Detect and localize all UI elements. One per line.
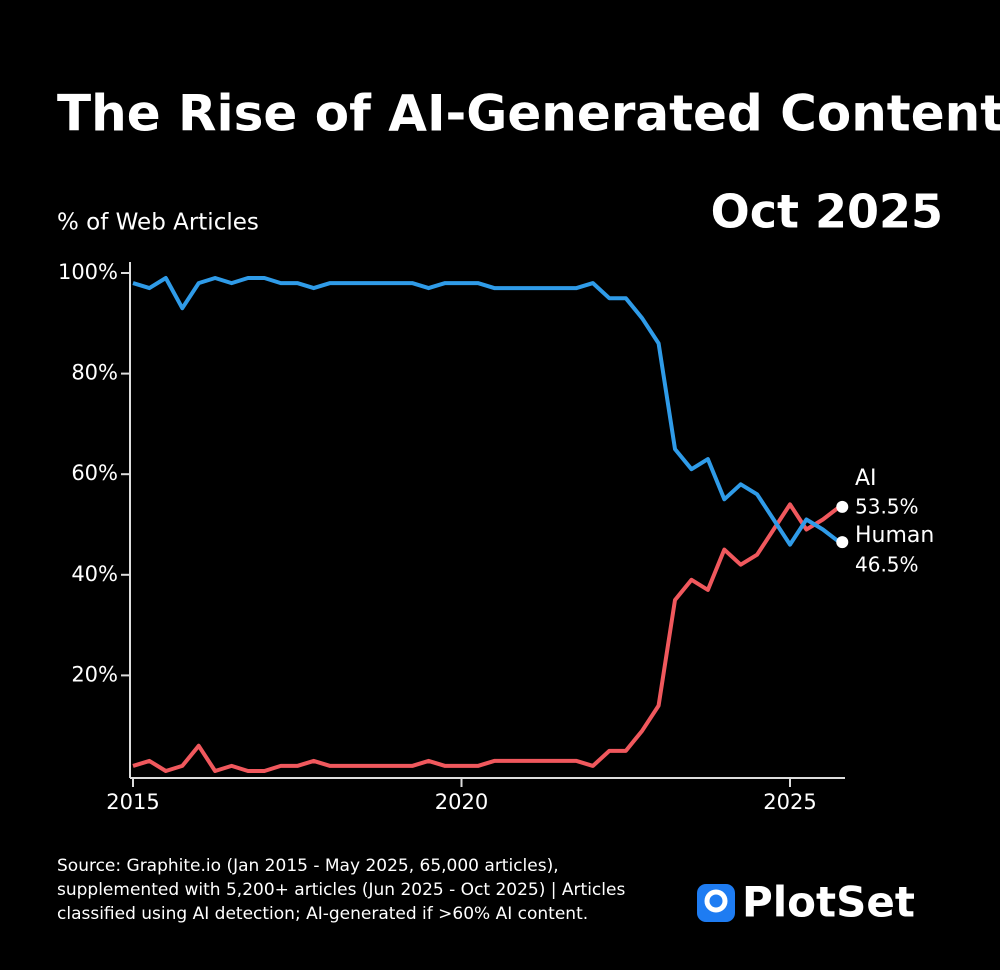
y-tick-label: 100% — [58, 260, 118, 284]
y-tick-label: 60% — [71, 461, 118, 485]
end-point — [836, 500, 849, 513]
series-label: Human — [855, 523, 934, 548]
x-tick-label: 2025 — [763, 790, 816, 814]
chart-title: The Rise of AI-Generated Content — [57, 85, 1000, 143]
value-label: 53.5% — [855, 494, 919, 518]
end-point — [836, 536, 849, 549]
source-note: Source: Graphite.io (Jan 2015 - May 2025… — [57, 856, 559, 876]
value-label: 46.5% — [855, 553, 919, 577]
y-tick-label: 20% — [71, 662, 118, 686]
series-line — [132, 502, 841, 773]
brand-logo — [697, 884, 735, 922]
source-note: classified using AI detection; AI-genera… — [57, 904, 588, 924]
source-note: supplemented with 5,200+ articles (Jun 2… — [57, 880, 625, 900]
series-label: AI — [855, 466, 877, 491]
y-tick-label: 80% — [71, 361, 118, 385]
brand-name: PlotSet — [742, 878, 915, 927]
brand-logo — [704, 889, 728, 913]
series-line — [132, 276, 841, 547]
x-tick-label: 2020 — [435, 790, 488, 814]
date-label: Oct 2025 — [711, 185, 943, 239]
y-tick-label: 40% — [71, 562, 118, 586]
x-tick-label: 2015 — [106, 790, 159, 814]
y-axis-label: % of Web Articles — [57, 210, 259, 236]
